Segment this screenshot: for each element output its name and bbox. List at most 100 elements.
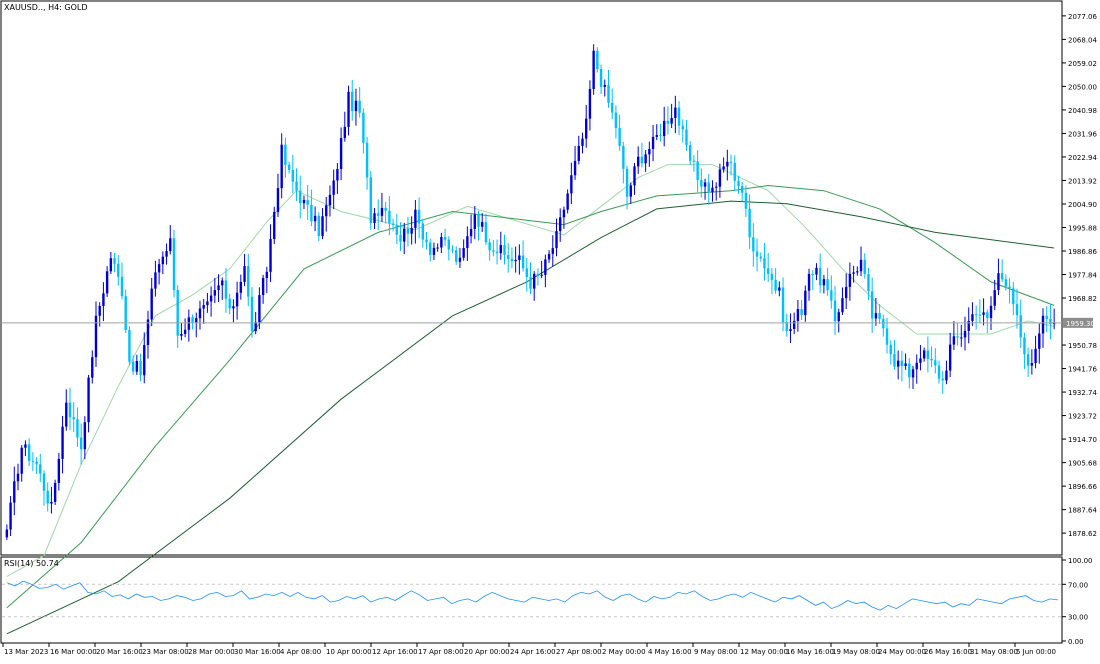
candle — [804, 285, 807, 322]
candle-body — [180, 333, 183, 336]
candle — [763, 242, 766, 281]
candle — [726, 149, 729, 181]
candle-body — [503, 245, 506, 256]
candle — [826, 267, 829, 296]
candle — [611, 88, 614, 120]
candle-body — [536, 273, 540, 275]
candle — [525, 258, 528, 292]
candle-body — [46, 490, 49, 504]
price-tick-label: 1986.86 — [1068, 248, 1097, 256]
candle — [625, 165, 629, 210]
candle-body — [135, 361, 139, 372]
candle-body — [789, 328, 792, 332]
price-tick-label: 2068.04 — [1068, 36, 1097, 44]
candle-body — [198, 308, 202, 319]
candle-body — [143, 345, 146, 376]
candle-body — [722, 166, 725, 170]
candle — [1015, 288, 1019, 329]
rsi-panel-frame — [0, 556, 1063, 644]
candle — [570, 162, 573, 205]
time-tick-label: 9 May 08:00 — [694, 648, 738, 656]
candle-body — [117, 263, 120, 277]
candle-body — [662, 120, 666, 137]
candle-body — [729, 161, 733, 163]
candle — [960, 324, 963, 347]
candle-body — [492, 250, 495, 252]
candle — [165, 243, 168, 265]
candle — [72, 402, 75, 433]
candle-body — [347, 91, 350, 127]
candle — [993, 279, 996, 311]
candle-body — [228, 298, 231, 309]
candle-body — [856, 271, 859, 273]
time-tick-label: 26 May 16:00 — [924, 648, 972, 656]
candle-body — [841, 298, 844, 313]
candle — [117, 254, 120, 286]
candle-body — [354, 100, 358, 112]
candle-body — [291, 169, 295, 182]
candle — [870, 277, 874, 333]
price-tick-label: 2031.96 — [1068, 130, 1097, 138]
candle — [685, 120, 688, 151]
time-tick-label: 5 Jun 00:00 — [1016, 648, 1056, 656]
candle-body — [941, 378, 944, 381]
candle — [284, 137, 287, 178]
candle-body — [31, 460, 35, 462]
candle — [143, 332, 146, 384]
candle-body — [254, 322, 257, 332]
candle-body — [651, 136, 655, 149]
candle-body — [934, 360, 937, 366]
price-tick-label: 1941.76 — [1068, 366, 1097, 374]
candle — [265, 266, 269, 294]
time-tick-label: 20 Apr 00:00 — [464, 648, 510, 656]
candle — [807, 268, 811, 301]
candle-body — [811, 273, 814, 275]
candle — [232, 299, 235, 323]
candle-body — [844, 286, 848, 299]
candle — [536, 268, 540, 286]
candle — [629, 182, 632, 205]
candle — [131, 355, 135, 376]
time-tick-label: 16 May 16:00 — [786, 648, 834, 656]
candle-body — [410, 227, 413, 234]
candle — [406, 216, 410, 247]
candle-body — [362, 112, 365, 143]
candle — [53, 479, 57, 505]
candle-body — [666, 120, 670, 124]
candle-body — [778, 287, 781, 291]
candle — [692, 154, 696, 172]
candle — [926, 336, 930, 373]
candle-body — [124, 296, 127, 331]
candle — [217, 274, 220, 303]
time-tick-label: 19 May 08:00 — [832, 648, 880, 656]
candle-body — [688, 145, 692, 161]
time-tick-label: 31 May 08:00 — [970, 648, 1018, 656]
candle-body — [518, 255, 521, 260]
candle-body — [510, 258, 514, 262]
candle-body — [748, 208, 751, 238]
candle-body — [105, 271, 109, 294]
candle-body — [737, 180, 740, 187]
current-price-label: 1959.30 — [1066, 320, 1095, 328]
candle-body — [443, 236, 447, 240]
candle-body — [131, 361, 135, 372]
candle-body — [878, 313, 881, 319]
candle — [618, 114, 621, 151]
candle — [510, 247, 514, 269]
candle — [559, 208, 562, 242]
candle — [250, 287, 254, 338]
candle — [908, 358, 911, 389]
candle — [688, 141, 692, 165]
candle-body — [893, 354, 896, 367]
candle — [105, 266, 109, 297]
candle-body — [919, 358, 922, 363]
candle-body — [867, 274, 870, 292]
candle-body — [978, 314, 982, 316]
candle-body — [774, 279, 777, 291]
candle-body — [1023, 337, 1026, 355]
candle-body — [848, 273, 852, 287]
candle-body — [685, 129, 688, 146]
candle-body — [113, 258, 116, 264]
